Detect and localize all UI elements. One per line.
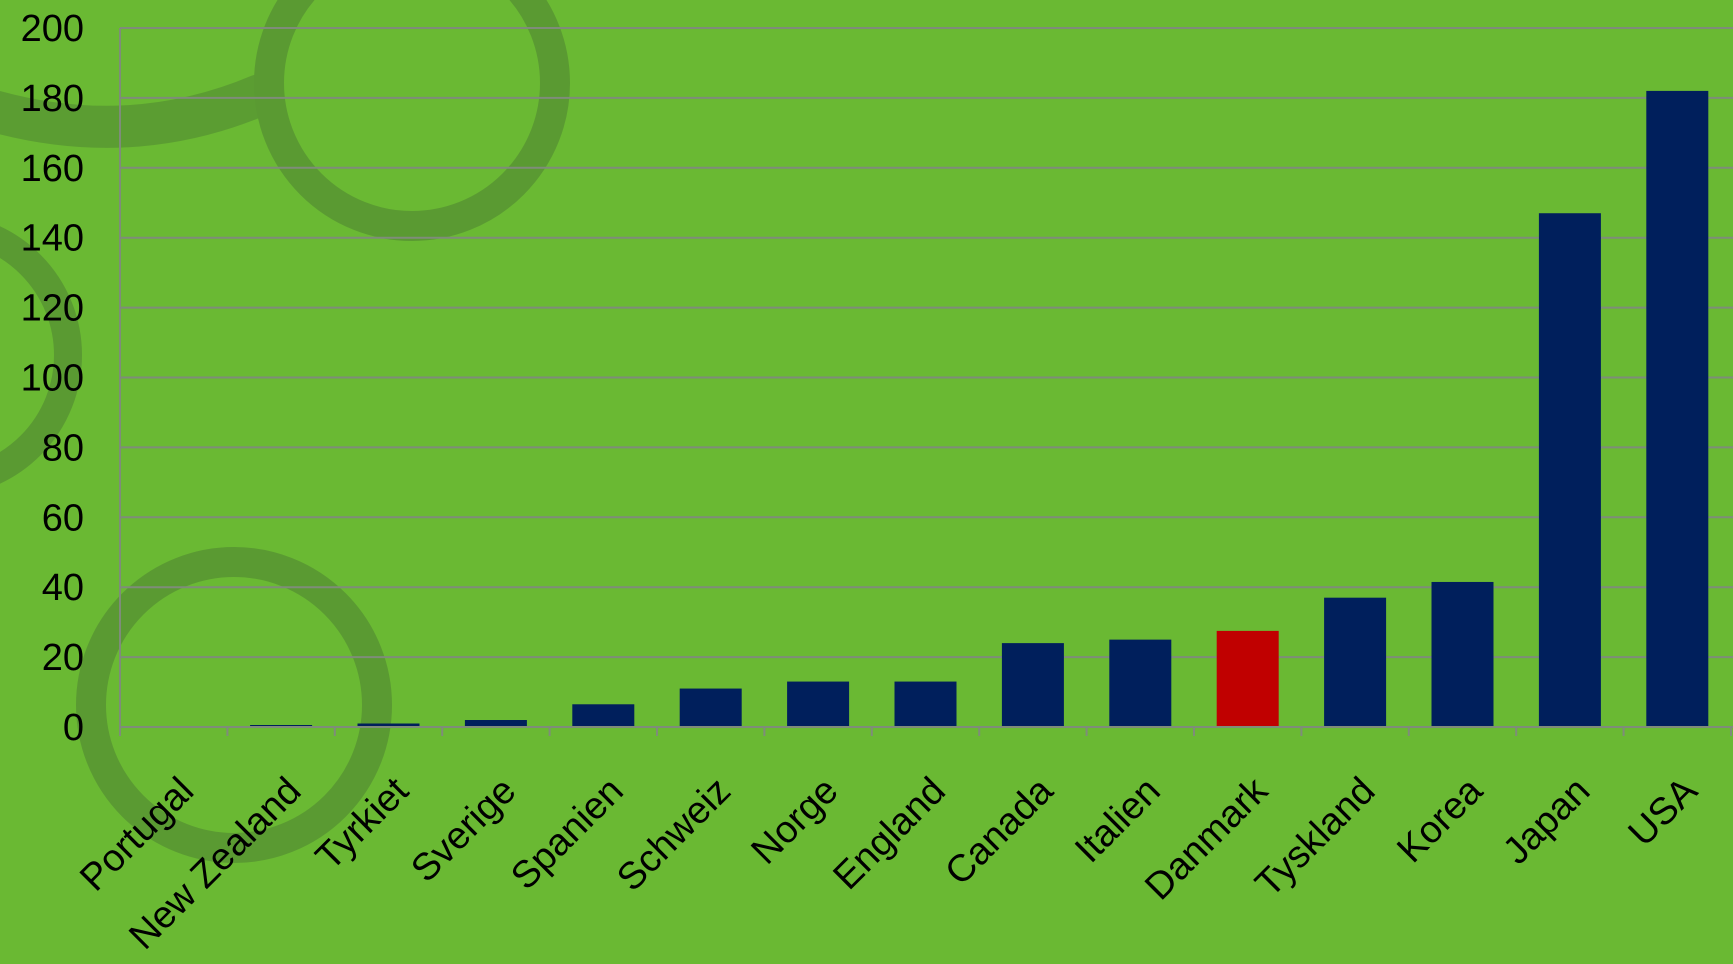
bar [1538, 213, 1601, 728]
gridlines [120, 27, 1733, 659]
y-tick-label: 20 [42, 637, 84, 679]
decorative-arc [0, 74, 281, 148]
bar [679, 688, 742, 727]
x-tick-label: Canada [937, 769, 1061, 893]
y-tick-label: 40 [42, 567, 84, 609]
y-tick-label: 100 [21, 358, 84, 400]
bar [464, 720, 527, 727]
y-tick-label: 0 [63, 707, 84, 749]
bar [1431, 581, 1494, 727]
decorative-ring-left [0, 226, 82, 484]
x-tick-label: Tyskland [1248, 770, 1384, 906]
x-tick-label: Italien [1067, 770, 1168, 871]
bar [1324, 597, 1387, 727]
bar [1001, 643, 1064, 727]
x-tick-label: Japan [1495, 770, 1598, 873]
y-tick-label: 200 [21, 8, 84, 50]
y-tick-label: 160 [21, 148, 84, 190]
decorative-ring-top [254, 0, 570, 241]
bar [572, 704, 635, 727]
decorative-rings [0, 0, 570, 863]
y-tick-label: 120 [21, 288, 84, 330]
x-tick-label: Schweiz [609, 770, 739, 900]
bar [787, 681, 850, 727]
y-tick-label: 140 [21, 218, 84, 260]
bar [894, 681, 957, 727]
bar [1109, 639, 1172, 727]
x-tick-label: Norge [744, 770, 847, 873]
x-tick-label: USA [1621, 769, 1706, 854]
axes [119, 28, 1733, 736]
bar [357, 723, 420, 727]
x-tick-label: Spanien [503, 770, 631, 898]
x-tick-label: Korea [1389, 769, 1491, 871]
y-tick-label: 180 [21, 78, 84, 120]
bars [250, 90, 1709, 728]
y-tick-label: 80 [42, 427, 84, 469]
y-tick-label: 60 [42, 497, 84, 539]
y-tick-labels: 0 20 40 60 80 100 120 140 160 180 200 [21, 8, 84, 749]
bar [1646, 90, 1709, 727]
bar [1216, 630, 1279, 727]
decorative-ring-bottom [76, 547, 392, 863]
x-tick-label: England [826, 770, 954, 898]
